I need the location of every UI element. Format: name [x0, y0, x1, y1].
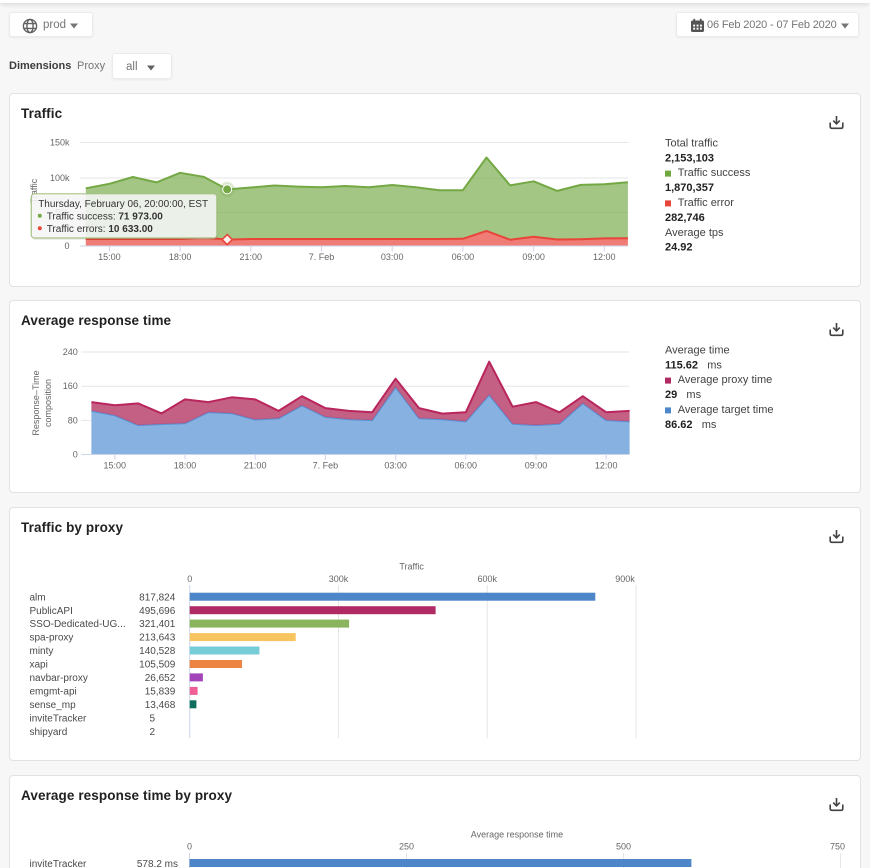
- svg-text:09:00: 09:00: [525, 460, 548, 470]
- svg-text:321,401: 321,401: [139, 619, 176, 630]
- svg-text:21:00: 21:00: [240, 252, 263, 262]
- svg-text:18:00: 18:00: [174, 460, 197, 470]
- svg-text:xapi: xapi: [30, 660, 48, 671]
- svg-text:Average time: Average time: [665, 344, 730, 356]
- svg-text:09:00: 09:00: [522, 252, 545, 262]
- svg-text:160: 160: [63, 381, 78, 391]
- svg-text:300k: 300k: [329, 574, 349, 584]
- svg-text:Traffic success: Traffic success: [678, 167, 751, 179]
- svg-text:100k: 100k: [50, 173, 70, 183]
- svg-text:06:00: 06:00: [455, 460, 478, 470]
- svg-text:15:00: 15:00: [104, 460, 127, 470]
- svg-text:817,824: 817,824: [139, 592, 176, 603]
- svg-text:13,468: 13,468: [145, 700, 176, 711]
- svg-text:5: 5: [149, 713, 155, 724]
- svg-text:Response–Time: Response–Time: [31, 370, 41, 435]
- svg-text:600k: 600k: [478, 574, 498, 584]
- svg-text:minty: minty: [30, 646, 54, 657]
- svg-text:shipyard: shipyard: [30, 727, 68, 738]
- svg-text:Traffic errors: 10 633.00: Traffic errors: 10 633.00: [47, 224, 154, 235]
- svg-text:86.62 ms: 86.62 ms: [665, 419, 717, 431]
- svg-text:03:00: 03:00: [381, 252, 404, 262]
- svg-text:Total traffic: Total traffic: [665, 137, 718, 149]
- svg-text:navbar-proxy: navbar-proxy: [30, 673, 88, 684]
- svg-text:12:00: 12:00: [595, 460, 618, 470]
- svg-text:2,153,103: 2,153,103: [665, 152, 714, 164]
- svg-text:21:00: 21:00: [244, 460, 267, 470]
- svg-text:Average proxy time: Average proxy time: [678, 374, 773, 386]
- svg-text:Average target time: Average target time: [678, 404, 774, 416]
- svg-text:1,870,357: 1,870,357: [665, 182, 714, 194]
- svg-text:7. Feb: 7. Feb: [313, 460, 339, 470]
- svg-text:900k: 900k: [615, 574, 635, 584]
- svg-text:750: 750: [830, 842, 845, 852]
- svg-text:578.2 ms: 578.2 ms: [137, 859, 178, 868]
- svg-text:03:00: 03:00: [384, 460, 407, 470]
- svg-text:PublicAPI: PublicAPI: [30, 606, 73, 617]
- svg-text:15,839: 15,839: [145, 687, 176, 698]
- svg-text:inviteTracker: inviteTracker: [30, 859, 88, 868]
- svg-text:Traffic success: 71 973.00: Traffic success: 71 973.00: [47, 211, 164, 222]
- svg-text:emgmt-api: emgmt-api: [30, 687, 77, 698]
- svg-text:alm: alm: [30, 592, 46, 603]
- svg-text:26,652: 26,652: [145, 673, 176, 684]
- svg-text:115.62 ms: 115.62 ms: [665, 359, 722, 371]
- svg-text:Traffic error: Traffic error: [678, 197, 735, 209]
- svg-text:500: 500: [616, 842, 631, 852]
- svg-text:spa-proxy: spa-proxy: [30, 633, 74, 644]
- svg-text:240: 240: [63, 347, 78, 357]
- svg-text:0: 0: [187, 574, 192, 584]
- svg-text:150k: 150k: [50, 138, 70, 148]
- svg-text:24.92: 24.92: [665, 242, 693, 254]
- svg-text:282,746: 282,746: [665, 212, 705, 224]
- svg-text:495,696: 495,696: [139, 606, 176, 617]
- svg-text:Average tps: Average tps: [665, 227, 724, 239]
- svg-text:0: 0: [73, 450, 78, 460]
- svg-text:SSO-Dedicated-UG...: SSO-Dedicated-UG...: [30, 619, 126, 630]
- svg-text:0: 0: [64, 241, 69, 251]
- svg-text:250: 250: [399, 842, 414, 852]
- svg-text:2: 2: [149, 727, 155, 738]
- svg-text:7. Feb: 7. Feb: [309, 252, 335, 262]
- svg-text:105,509: 105,509: [139, 660, 176, 671]
- svg-text:06:00: 06:00: [452, 252, 475, 262]
- svg-text:composition: composition: [43, 379, 53, 427]
- svg-text:inviteTracker: inviteTracker: [30, 713, 88, 724]
- svg-text:0: 0: [187, 842, 192, 852]
- svg-text:15:00: 15:00: [98, 252, 121, 262]
- svg-text:213,643: 213,643: [139, 633, 176, 644]
- svg-text:sense_mp: sense_mp: [30, 700, 77, 711]
- svg-text:Traffic: Traffic: [399, 562, 424, 572]
- svg-text:12:00: 12:00: [593, 252, 616, 262]
- svg-text:29 ms: 29 ms: [665, 389, 702, 401]
- svg-text:Average response time: Average response time: [471, 830, 563, 840]
- svg-text:18:00: 18:00: [169, 252, 192, 262]
- svg-text:140,528: 140,528: [139, 646, 176, 657]
- svg-text:80: 80: [68, 415, 78, 425]
- svg-text:Thursday, February 06, 20:00:0: Thursday, February 06, 20:00:00, EST: [38, 199, 208, 210]
- svg-text:Traffic: Traffic: [29, 178, 39, 203]
